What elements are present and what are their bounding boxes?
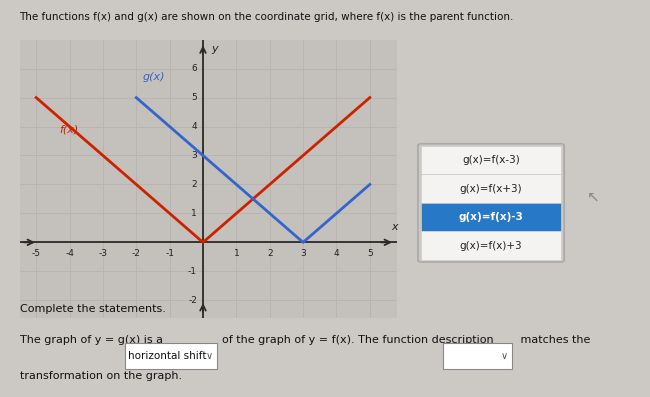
Text: 6: 6 [191, 64, 197, 73]
Text: matches the: matches the [517, 335, 590, 345]
Text: -4: -4 [65, 249, 74, 258]
Text: x: x [391, 222, 398, 232]
Text: g(x)=f(x-3): g(x)=f(x-3) [462, 155, 520, 165]
Text: ∨: ∨ [500, 351, 508, 361]
Text: 4: 4 [333, 249, 339, 258]
Text: The graph of y = g(x) is a: The graph of y = g(x) is a [20, 335, 166, 345]
Text: 5: 5 [191, 93, 197, 102]
Text: -2: -2 [132, 249, 140, 258]
Text: 2: 2 [191, 180, 197, 189]
Text: -5: -5 [32, 249, 41, 258]
Text: y: y [211, 44, 218, 54]
Text: ∨: ∨ [206, 351, 213, 361]
Text: -1: -1 [188, 267, 197, 276]
Text: transformation on the graph.: transformation on the graph. [20, 371, 181, 381]
Text: 4: 4 [191, 122, 197, 131]
Text: -1: -1 [165, 249, 174, 258]
Text: f(x): f(x) [60, 124, 79, 134]
Text: g(x)=f(x+3): g(x)=f(x+3) [460, 183, 523, 194]
Text: -2: -2 [188, 296, 197, 305]
Text: of the graph of y = f(x). The function description: of the graph of y = f(x). The function d… [222, 335, 497, 345]
Text: 5: 5 [367, 249, 372, 258]
Text: 2: 2 [267, 249, 272, 258]
Text: 3: 3 [191, 151, 197, 160]
Text: horizontal shift: horizontal shift [128, 351, 207, 361]
Text: 1: 1 [233, 249, 239, 258]
Text: The functions f(x) and g(x) are shown on the coordinate grid, where f(x) is the : The functions f(x) and g(x) are shown on… [20, 12, 514, 22]
Text: 1: 1 [191, 209, 197, 218]
Text: -3: -3 [98, 249, 107, 258]
Text: Complete the statements.: Complete the statements. [20, 304, 165, 314]
Text: g(x)=f(x)-3: g(x)=f(x)-3 [459, 212, 523, 222]
Text: ↖: ↖ [587, 190, 600, 204]
Text: 3: 3 [300, 249, 306, 258]
Text: g(x)=f(x)+3: g(x)=f(x)+3 [460, 241, 523, 251]
Text: g(x): g(x) [143, 72, 166, 82]
